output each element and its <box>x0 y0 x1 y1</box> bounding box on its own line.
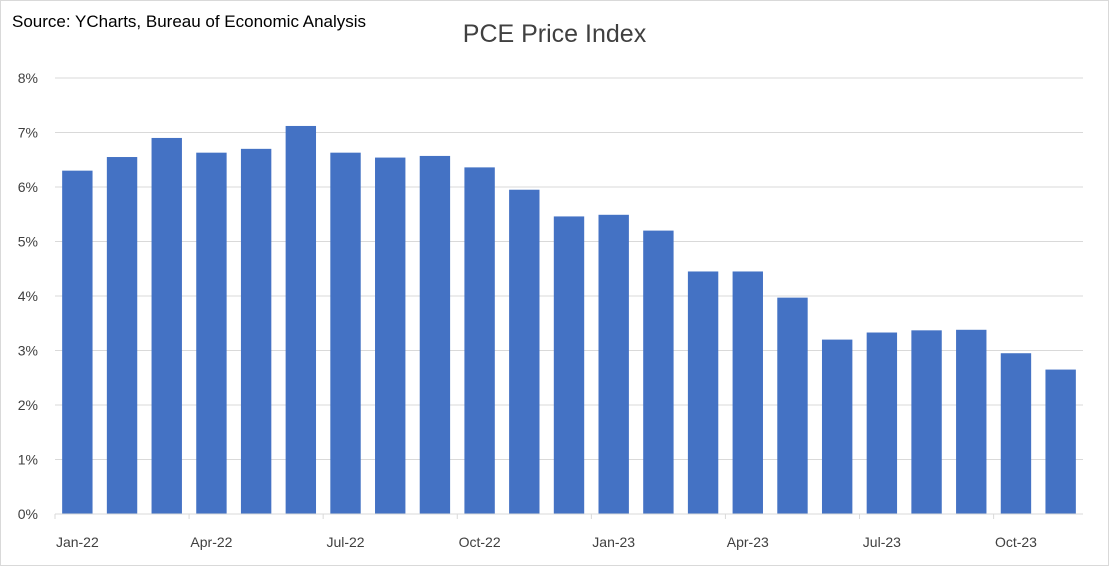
bar-apr-23 <box>732 271 763 514</box>
y-tick-label: 5% <box>18 234 38 250</box>
y-tick-label: 3% <box>18 343 38 359</box>
y-axis-ticks: 0% 1% 2% 3% 4% 5% 6% 7% 8% <box>18 70 38 522</box>
chart-title: PCE Price Index <box>462 20 647 48</box>
bar-feb-23 <box>643 230 674 514</box>
bar-oct-22 <box>464 167 495 514</box>
bar-aug-22 <box>375 157 406 514</box>
bar-jan-23 <box>598 214 629 515</box>
x-tick-label: Jul-22 <box>326 534 364 550</box>
bar-jan-22 <box>62 170 93 514</box>
bar-may-23 <box>777 297 808 514</box>
y-tick-label: 4% <box>18 288 38 304</box>
bar-jul-23 <box>866 332 898 514</box>
y-tick-label: 2% <box>18 397 38 413</box>
x-tick-label: Jul-23 <box>863 534 901 550</box>
bar-oct-23 <box>1000 353 1032 514</box>
x-tick-label: Jan-22 <box>56 534 99 550</box>
bar-may-22 <box>240 148 272 514</box>
bar-mar-22 <box>151 137 182 514</box>
source-note: Source: YCharts, Bureau of Economic Anal… <box>12 12 367 31</box>
y-tick-label: 1% <box>18 452 38 468</box>
y-tick-label: 0% <box>18 506 38 522</box>
bar-nov-23 <box>1045 369 1076 514</box>
bar-nov-22 <box>509 189 540 514</box>
bar-aug-23 <box>911 330 942 514</box>
y-tick-label: 8% <box>18 70 38 86</box>
bar-jun-23 <box>821 339 853 514</box>
x-tick-label: Oct-22 <box>459 534 501 550</box>
x-tick-label: Apr-22 <box>190 534 232 550</box>
x-tick-label: Jan-23 <box>592 534 635 550</box>
bar-dec-22 <box>553 216 585 514</box>
bar-feb-22 <box>106 157 138 514</box>
x-axis-ticks: Jan-22 Apr-22 Jul-22 Oct-22 Jan-23 Apr-23 Jul-… <box>54 514 1037 550</box>
x-tick-label: Oct-23 <box>995 534 1037 550</box>
y-tick-label: 7% <box>18 125 38 141</box>
bar-sep-22 <box>419 155 451 514</box>
bar-mar-23 <box>687 271 719 514</box>
bar-series <box>62 125 1076 515</box>
y-tick-label: 6% <box>18 179 38 195</box>
bar-jun-22 <box>285 125 317 515</box>
bar-apr-22 <box>196 152 227 515</box>
bar-jul-22 <box>330 152 361 515</box>
x-tick-label: Apr-23 <box>727 534 769 550</box>
bar-sep-23 <box>956 329 987 514</box>
